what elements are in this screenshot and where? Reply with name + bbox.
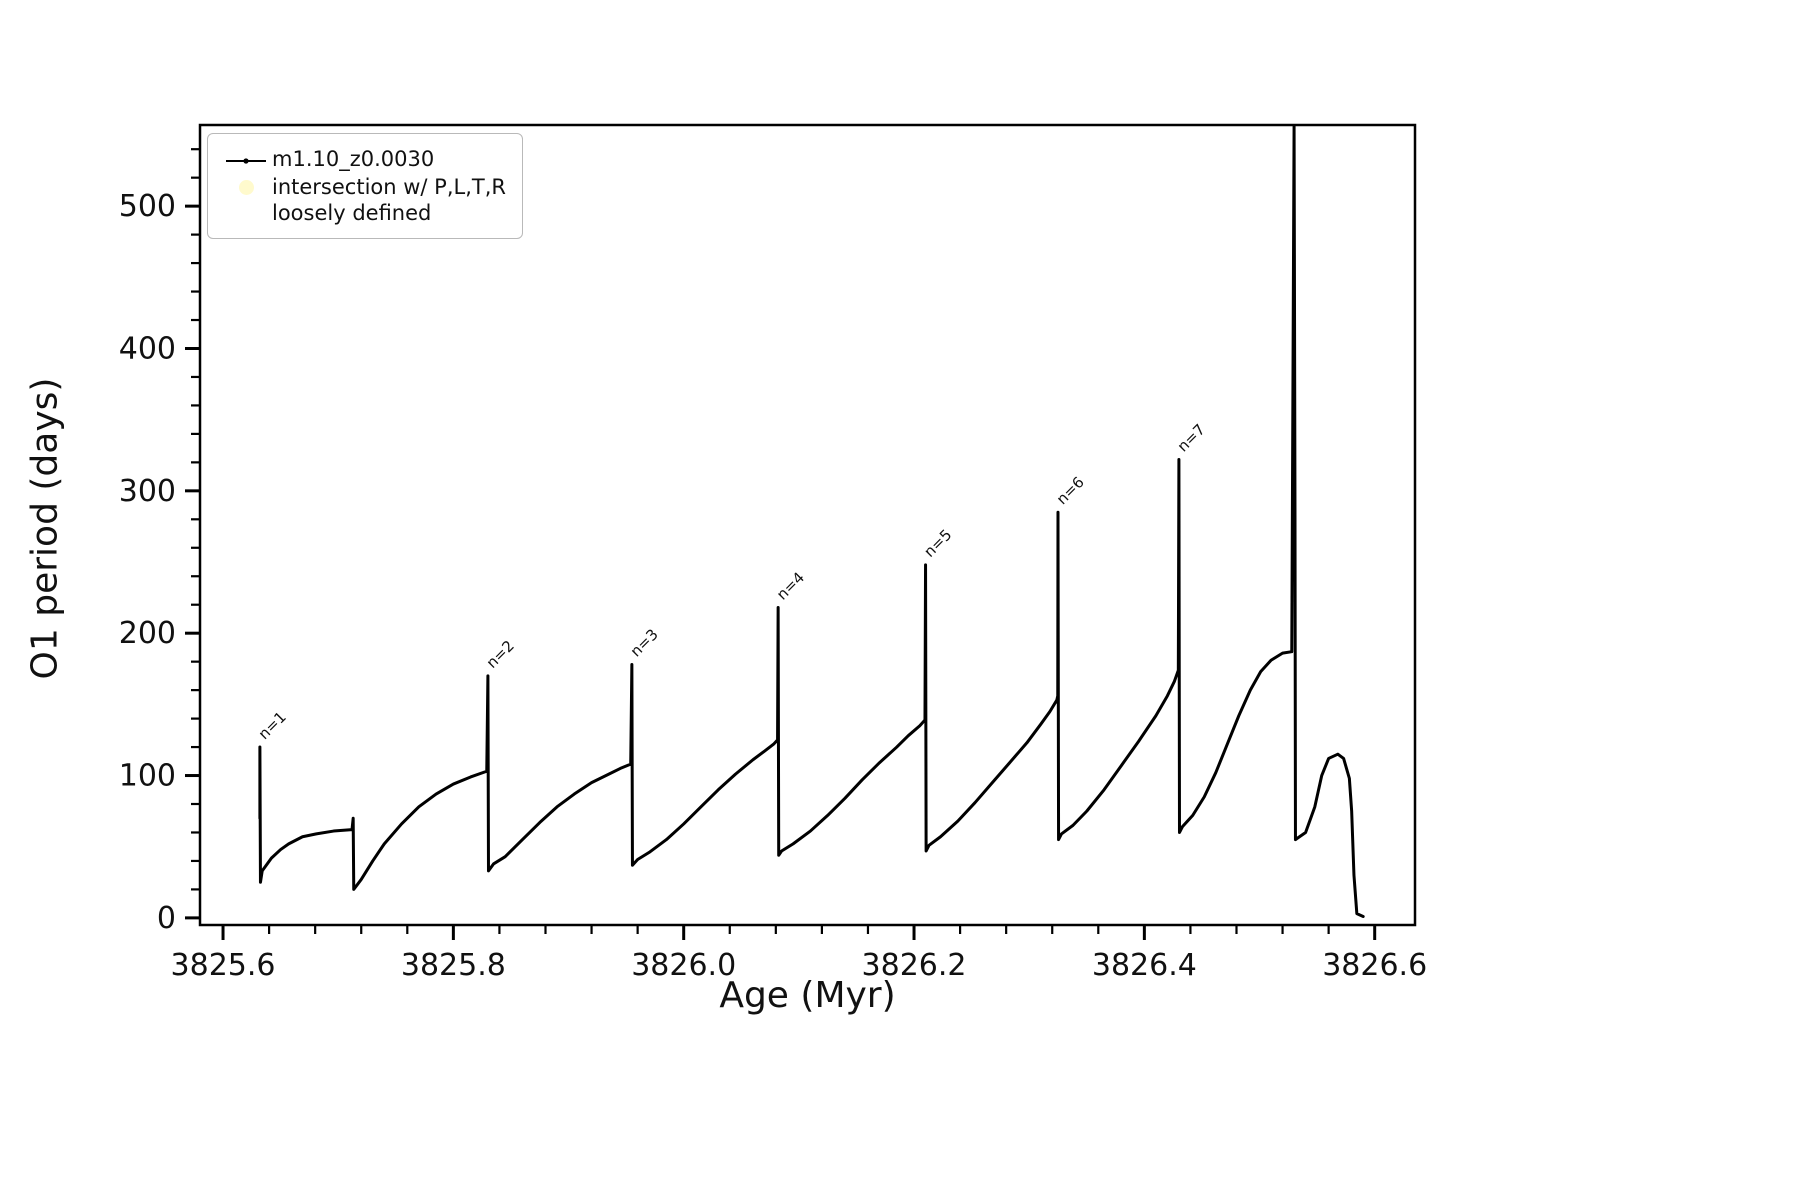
legend: m1.10_z0.0030 intersection w/ P,L,T,R lo… <box>207 133 523 239</box>
svg-text:300: 300 <box>119 474 176 509</box>
svg-text:3826.6: 3826.6 <box>1322 948 1427 983</box>
tick-labels: 3825.6 3825.8 3826.0 3826.2 3826.4 3826.6 0 100… <box>119 189 1427 983</box>
x-axis-label: Age (Myr) <box>719 975 896 1016</box>
svg-text:n=2: n=2 <box>483 637 518 672</box>
svg-text:n=6: n=6 <box>1053 473 1088 508</box>
legend-intersection-label-line2: loosely defined <box>272 201 432 225</box>
svg-text:0: 0 <box>157 901 176 936</box>
legend-series-label: m1.10_z0.0030 <box>272 147 435 171</box>
svg-text:3825.6: 3825.6 <box>171 948 276 983</box>
svg-text:3826.0: 3826.0 <box>631 948 736 983</box>
spike-labels: n=1 n=2 n=3 n=4 n=5 n=6 n=7 <box>255 420 1209 743</box>
svg-text:500: 500 <box>119 189 176 224</box>
plot-frame <box>198 123 1417 927</box>
svg-text:n=7: n=7 <box>1174 420 1209 455</box>
legend-entry-series: m1.10_z0.0030 <box>220 146 506 172</box>
svg-text:100: 100 <box>119 759 176 794</box>
y-axis-label: O1 period (days) <box>24 377 66 680</box>
svg-text:3825.8: 3825.8 <box>401 948 506 983</box>
svg-text:n=1: n=1 <box>255 708 290 743</box>
svg-text:n=4: n=4 <box>773 568 808 603</box>
svg-text:n=5: n=5 <box>920 526 955 561</box>
line-dot-marker-icon <box>226 158 266 164</box>
svg-text:n=3: n=3 <box>627 625 662 660</box>
legend-intersection-label-line1: intersection w/ P,L,T,R <box>272 175 506 199</box>
svg-text:3826.2: 3826.2 <box>862 948 967 983</box>
series-line <box>258 125 1365 918</box>
svg-text:400: 400 <box>119 331 176 366</box>
axis-ticks <box>185 148 1377 940</box>
intersection-marker-icon <box>238 180 254 195</box>
svg-text:200: 200 <box>119 616 176 651</box>
svg-text:3826.4: 3826.4 <box>1092 948 1197 983</box>
legend-entry-intersection: intersection w/ P,L,T,R loosely defined <box>220 174 506 226</box>
